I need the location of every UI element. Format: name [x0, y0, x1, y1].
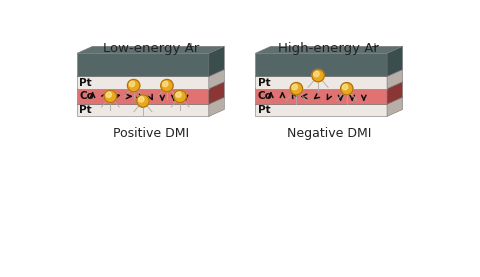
Circle shape — [127, 79, 140, 92]
Polygon shape — [387, 46, 403, 76]
Text: Co: Co — [79, 91, 94, 101]
Circle shape — [104, 90, 117, 102]
Circle shape — [161, 79, 173, 92]
Text: Positive DMI: Positive DMI — [113, 127, 189, 140]
Circle shape — [176, 92, 181, 98]
Text: Low-energy Ar: Low-energy Ar — [103, 42, 199, 55]
Polygon shape — [255, 97, 403, 104]
Text: Co: Co — [258, 91, 273, 101]
Text: High-energy Ar: High-energy Ar — [278, 42, 379, 55]
Polygon shape — [387, 97, 403, 116]
Polygon shape — [77, 46, 224, 53]
Circle shape — [290, 83, 302, 95]
Text: Negative DMI: Negative DMI — [287, 127, 371, 140]
Circle shape — [313, 71, 319, 77]
Polygon shape — [255, 46, 403, 53]
Text: Pt: Pt — [258, 78, 270, 88]
Polygon shape — [255, 82, 403, 89]
Circle shape — [138, 96, 144, 102]
Polygon shape — [209, 46, 224, 76]
Text: Pt: Pt — [258, 105, 270, 115]
Circle shape — [137, 95, 149, 107]
Text: Pt: Pt — [79, 105, 92, 115]
Circle shape — [162, 81, 168, 87]
Polygon shape — [209, 82, 224, 104]
Circle shape — [106, 92, 111, 98]
Polygon shape — [255, 70, 403, 76]
Polygon shape — [387, 82, 403, 104]
Polygon shape — [77, 70, 224, 76]
Text: +: + — [186, 42, 194, 52]
Circle shape — [292, 84, 298, 90]
Polygon shape — [77, 82, 224, 89]
Circle shape — [312, 70, 324, 82]
Polygon shape — [255, 104, 387, 116]
Polygon shape — [77, 89, 209, 104]
Circle shape — [340, 83, 353, 95]
Polygon shape — [387, 70, 403, 89]
Text: +: + — [370, 42, 378, 52]
Polygon shape — [77, 104, 209, 116]
Polygon shape — [255, 89, 387, 104]
Polygon shape — [209, 70, 224, 89]
Polygon shape — [209, 97, 224, 116]
Text: Pt: Pt — [79, 78, 92, 88]
Polygon shape — [255, 53, 387, 76]
Polygon shape — [77, 97, 224, 104]
Polygon shape — [77, 53, 209, 76]
Polygon shape — [77, 76, 209, 89]
Circle shape — [342, 84, 348, 90]
Circle shape — [174, 90, 186, 102]
Circle shape — [129, 81, 135, 87]
Polygon shape — [255, 76, 387, 89]
